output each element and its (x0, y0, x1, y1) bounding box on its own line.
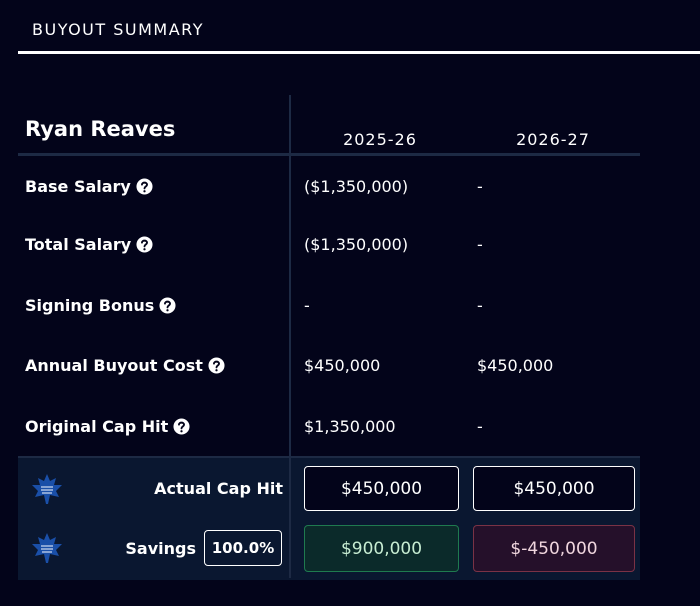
savings-box-text: $-450,000 (510, 538, 598, 559)
cell-value: - (477, 177, 483, 196)
cell-value: - (477, 296, 483, 315)
team-logo (32, 533, 62, 563)
cap-hit-box: $450,000 (473, 466, 635, 511)
cell-value-text: - (304, 296, 310, 315)
column-divider (289, 95, 291, 578)
summary-label: Actual Cap Hit (100, 479, 283, 498)
cell-value-text: $450,000 (304, 356, 381, 375)
cell-value-text: $1,350,000 (304, 417, 396, 436)
cell-value: - (304, 296, 310, 315)
cell-value: ($1,350,000) (304, 235, 408, 254)
column-header-text: 2025-26 (343, 130, 417, 149)
column-header: 2026-27 (473, 130, 633, 149)
cell-value: ($1,350,000) (304, 177, 408, 196)
summary-label: Savings (100, 539, 196, 558)
summary-label-text: Actual Cap Hit (154, 479, 283, 498)
cell-value-text: - (477, 296, 483, 315)
help-icon[interactable] (173, 418, 190, 435)
row-label: Base Salary (25, 177, 153, 196)
row-label-text: Signing Bonus (25, 296, 155, 315)
cell-value: $450,000 (304, 356, 380, 375)
cell-value-text: - (477, 417, 483, 436)
column-header-text: 2026-27 (516, 130, 590, 149)
savings-box: $-450,000 (473, 525, 635, 572)
team-logo-wrap (30, 472, 64, 510)
row-label: Total Salary (25, 235, 153, 254)
help-icon[interactable] (208, 357, 225, 374)
row-label: Signing Bonus (25, 296, 176, 315)
row-label-text: Original Cap Hit (25, 417, 169, 436)
row-label-text: Base Salary (25, 177, 131, 196)
savings-percent-text: 100.0% (211, 539, 275, 557)
cell-value-text: ($1,350,000) (304, 177, 409, 196)
cap-hit-box: $450,000 (304, 466, 459, 511)
cap-hit-box-text: $450,000 (340, 478, 423, 499)
cell-value: $450,000 (477, 356, 553, 375)
cell-value-text: $450,000 (477, 356, 554, 375)
savings-percent: 100.0% (204, 530, 282, 566)
row-label-text: Annual Buyout Cost (25, 356, 203, 375)
row-label: Annual Buyout Cost (25, 356, 225, 375)
summary-label-text: Savings (125, 539, 196, 558)
row-label-text: Total Salary (25, 235, 132, 254)
cap-hit-box-text: $450,000 (513, 478, 595, 499)
player-name: Ryan Reaves (25, 117, 176, 141)
savings-box-text: $900,000 (340, 538, 423, 559)
section-title: BUYOUT SUMMARY (32, 20, 205, 39)
cell-value: - (477, 417, 483, 436)
cell-value: $1,350,000 (304, 417, 396, 436)
help-icon[interactable] (136, 236, 153, 253)
team-logo (32, 474, 62, 504)
title-rule (18, 51, 700, 54)
cell-value-text: - (477, 235, 483, 254)
row-label: Original Cap Hit (25, 417, 190, 436)
help-icon[interactable] (136, 178, 153, 195)
cell-value-text: - (477, 177, 483, 196)
team-logo-wrap (30, 531, 64, 569)
savings-box: $900,000 (304, 525, 459, 572)
cell-value: - (477, 235, 483, 254)
help-icon[interactable] (159, 297, 176, 314)
header-divider (18, 153, 640, 156)
cell-value-text: ($1,350,000) (304, 235, 409, 254)
column-header: 2025-26 (300, 130, 460, 149)
